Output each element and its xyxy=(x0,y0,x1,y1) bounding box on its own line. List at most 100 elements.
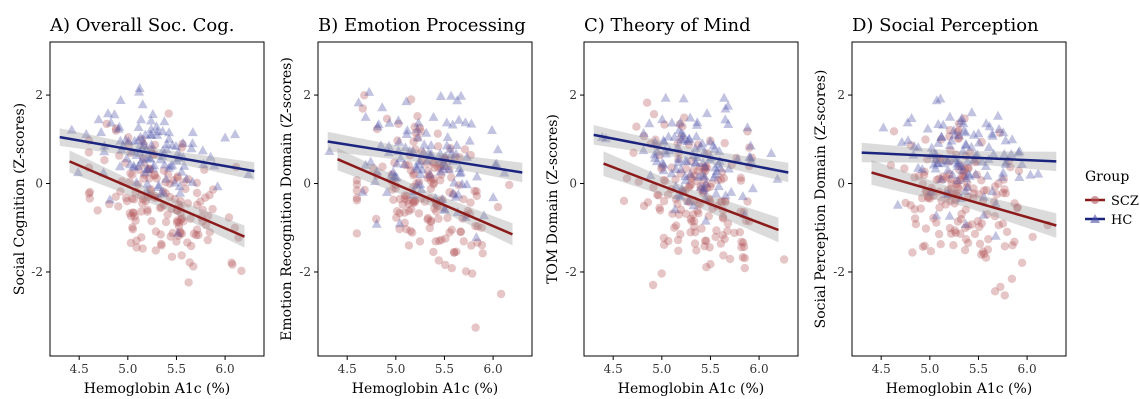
scz-point xyxy=(659,233,668,243)
hc-point xyxy=(695,182,706,191)
scz-point xyxy=(138,153,148,162)
scz-point xyxy=(970,229,980,239)
scz-point xyxy=(433,129,442,138)
scz-point xyxy=(203,235,212,245)
scz-point xyxy=(634,177,643,186)
scz-point xyxy=(404,199,413,209)
hc-point xyxy=(173,147,184,157)
scz-point xyxy=(736,176,746,185)
hc-point xyxy=(453,114,464,124)
hc-point xyxy=(66,124,77,134)
scz-point xyxy=(423,173,432,183)
scz-point xyxy=(954,133,964,143)
hc-point xyxy=(723,119,734,128)
scz-point xyxy=(450,153,459,162)
scz-point xyxy=(426,216,436,225)
hc-point xyxy=(676,183,687,193)
hc-point xyxy=(772,173,783,183)
scz-point xyxy=(673,235,683,245)
scz-point xyxy=(946,196,955,206)
scz-point xyxy=(906,141,915,150)
hc-point xyxy=(452,95,463,105)
hc-point xyxy=(711,165,722,175)
scz-point xyxy=(388,185,397,194)
hc-point xyxy=(999,148,1010,158)
scz-point xyxy=(192,188,202,198)
hc-point xyxy=(708,140,719,150)
scz-point xyxy=(960,171,969,181)
scz-point xyxy=(938,175,947,184)
scz-point xyxy=(138,195,148,204)
scz-point xyxy=(655,206,665,215)
scz-point xyxy=(404,161,413,170)
scz-point xyxy=(205,228,214,237)
scz-point xyxy=(916,204,925,213)
hc-point xyxy=(680,171,691,181)
hc-regression-line xyxy=(593,133,789,174)
hc-point xyxy=(393,115,404,125)
scz-point xyxy=(717,168,727,177)
hc-point xyxy=(164,133,174,143)
scz-point xyxy=(156,230,165,239)
scz-point xyxy=(177,229,187,238)
hc-point xyxy=(171,155,182,165)
hc-point xyxy=(169,177,180,187)
scz-point xyxy=(965,148,975,157)
scz-point xyxy=(437,170,446,179)
scz-point xyxy=(963,221,973,231)
hc-point xyxy=(417,164,428,174)
scz-point xyxy=(471,323,480,332)
hc-point xyxy=(928,159,939,169)
hc-point xyxy=(437,194,448,203)
scz-regression-line xyxy=(603,162,779,232)
scz-point xyxy=(960,114,969,123)
scz-point xyxy=(425,173,435,182)
hc-point xyxy=(138,136,149,146)
scz-point xyxy=(655,151,664,160)
scz-point xyxy=(675,120,685,129)
hc-point xyxy=(670,181,681,190)
scz-point xyxy=(395,194,405,204)
scz-point xyxy=(139,140,148,149)
scz-point xyxy=(670,223,679,232)
hc-point xyxy=(399,159,410,169)
hc-point xyxy=(701,178,711,188)
marks-layer xyxy=(324,86,523,332)
scz-point xyxy=(392,207,402,216)
scz-point xyxy=(936,240,945,249)
y-tick-label: 2 xyxy=(569,88,577,102)
scz-point xyxy=(505,180,514,190)
scz-point xyxy=(184,175,193,184)
hc-point xyxy=(960,219,971,228)
scz-point xyxy=(658,162,667,172)
scz-point xyxy=(156,239,166,249)
hc-point xyxy=(411,163,422,173)
hc-point xyxy=(960,127,971,137)
scz-point xyxy=(447,225,456,234)
hc-point xyxy=(974,137,984,147)
scz-point xyxy=(716,239,725,248)
scz-point xyxy=(472,191,481,201)
scz-point xyxy=(389,195,398,204)
panel-b: B) Emotion Processing 4.5 5.0 5.5 6.0 -202 … xyxy=(279,15,533,397)
scz-point xyxy=(382,114,392,124)
scz-point xyxy=(369,164,378,173)
scz-point xyxy=(477,240,487,250)
hc-point xyxy=(109,109,120,119)
scz-point xyxy=(657,269,666,278)
scz-point xyxy=(111,126,121,135)
hc-point xyxy=(401,96,412,106)
hc-point xyxy=(179,160,190,170)
hc-point xyxy=(187,138,198,148)
hc-point xyxy=(386,170,397,180)
y-axis: -2 0 2 xyxy=(565,88,584,279)
x-tick-label: 5.5 xyxy=(701,362,720,376)
scz-point xyxy=(426,184,436,193)
scz-point xyxy=(977,176,986,185)
scz-point xyxy=(423,215,432,224)
hc-point xyxy=(698,158,708,167)
hc-point xyxy=(125,159,135,169)
hc-point xyxy=(981,161,991,170)
x-axis-label: Hemoglobin A1c (%) xyxy=(352,381,499,397)
hc-point xyxy=(451,148,461,158)
